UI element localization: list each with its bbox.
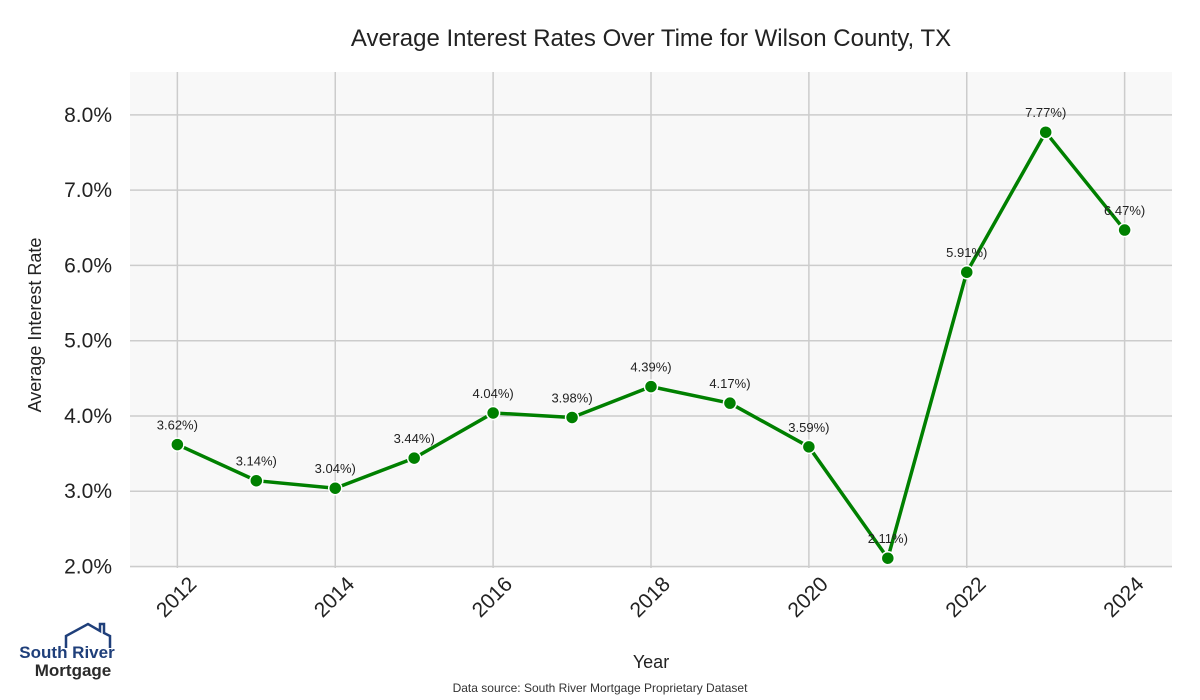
house-icon [64,622,112,648]
x-tick-label: 2020 [784,573,833,622]
data-label: 3.59%) [788,420,829,435]
y-tick-label: 4.0% [64,405,112,428]
chart-title: Average Interest Rates Over Time for Wil… [351,25,951,52]
data-point [643,379,659,394]
logo-line-1: South River [19,643,115,662]
data-point [564,410,580,425]
data-point [327,480,343,496]
y-tick-label: 6.0% [64,254,112,277]
data-label: 3.44%) [394,431,435,446]
y-tick-label: 3.0% [64,480,112,503]
y-tick-label: 8.0% [64,104,112,127]
data-source-note: Data source: South River Mortgage Propri… [453,681,748,695]
data-label: 5.91%) [946,245,987,260]
x-axis-ticks: 2012 2014 2016 2018 2020 2022 2024 [152,572,1149,622]
data-point [880,550,896,566]
data-label: 6.47%) [1104,203,1145,218]
x-tick-label: 2018 [626,573,675,622]
x-tick-label: 2016 [468,573,517,622]
data-label: 3.04%) [315,461,356,476]
y-axis-ticks: 2.0% 3.0% 4.0% 5.0% 6.0% 7.0% 8.0% [64,104,112,579]
data-point [406,450,422,466]
data-point [959,264,975,280]
grid-lines [130,72,1172,568]
data-point [722,395,738,411]
data-label: 4.04%) [473,386,514,401]
data-point [1117,222,1132,238]
data-labels: 3.62%) 3.14%) 3.04%) 3.44%) 4.04%) 3.98%) 4.39… [157,105,1145,546]
data-label: 4.17%) [709,376,750,391]
data-label: 7.77%) [1025,105,1066,120]
data-point [249,473,264,488]
logo-line-2: Mortgage [35,661,112,680]
data-point [801,439,817,455]
y-tick-label: 5.0% [64,330,112,353]
x-tick-label: 2014 [310,572,360,622]
data-point [485,405,501,421]
company-logo: South River Mortgage [19,622,115,680]
data-point [170,437,185,452]
x-tick-label: 2012 [152,573,201,622]
x-tick-label: 2024 [1099,572,1149,622]
data-label: 4.39%) [630,360,671,375]
data-label: 2.11%) [868,531,908,546]
y-tick-label: 7.0% [64,179,112,202]
x-axis-label: Year [633,652,669,672]
data-label: 3.62%) [157,418,198,433]
y-tick-label: 2.0% [64,555,112,578]
data-label: 3.14%) [236,454,277,469]
data-label: 3.98%) [551,390,592,405]
y-axis-label: Average Interest Rate [25,238,45,413]
data-points [170,124,1132,566]
x-tick-label: 2022 [941,573,990,622]
data-point [1038,124,1053,140]
